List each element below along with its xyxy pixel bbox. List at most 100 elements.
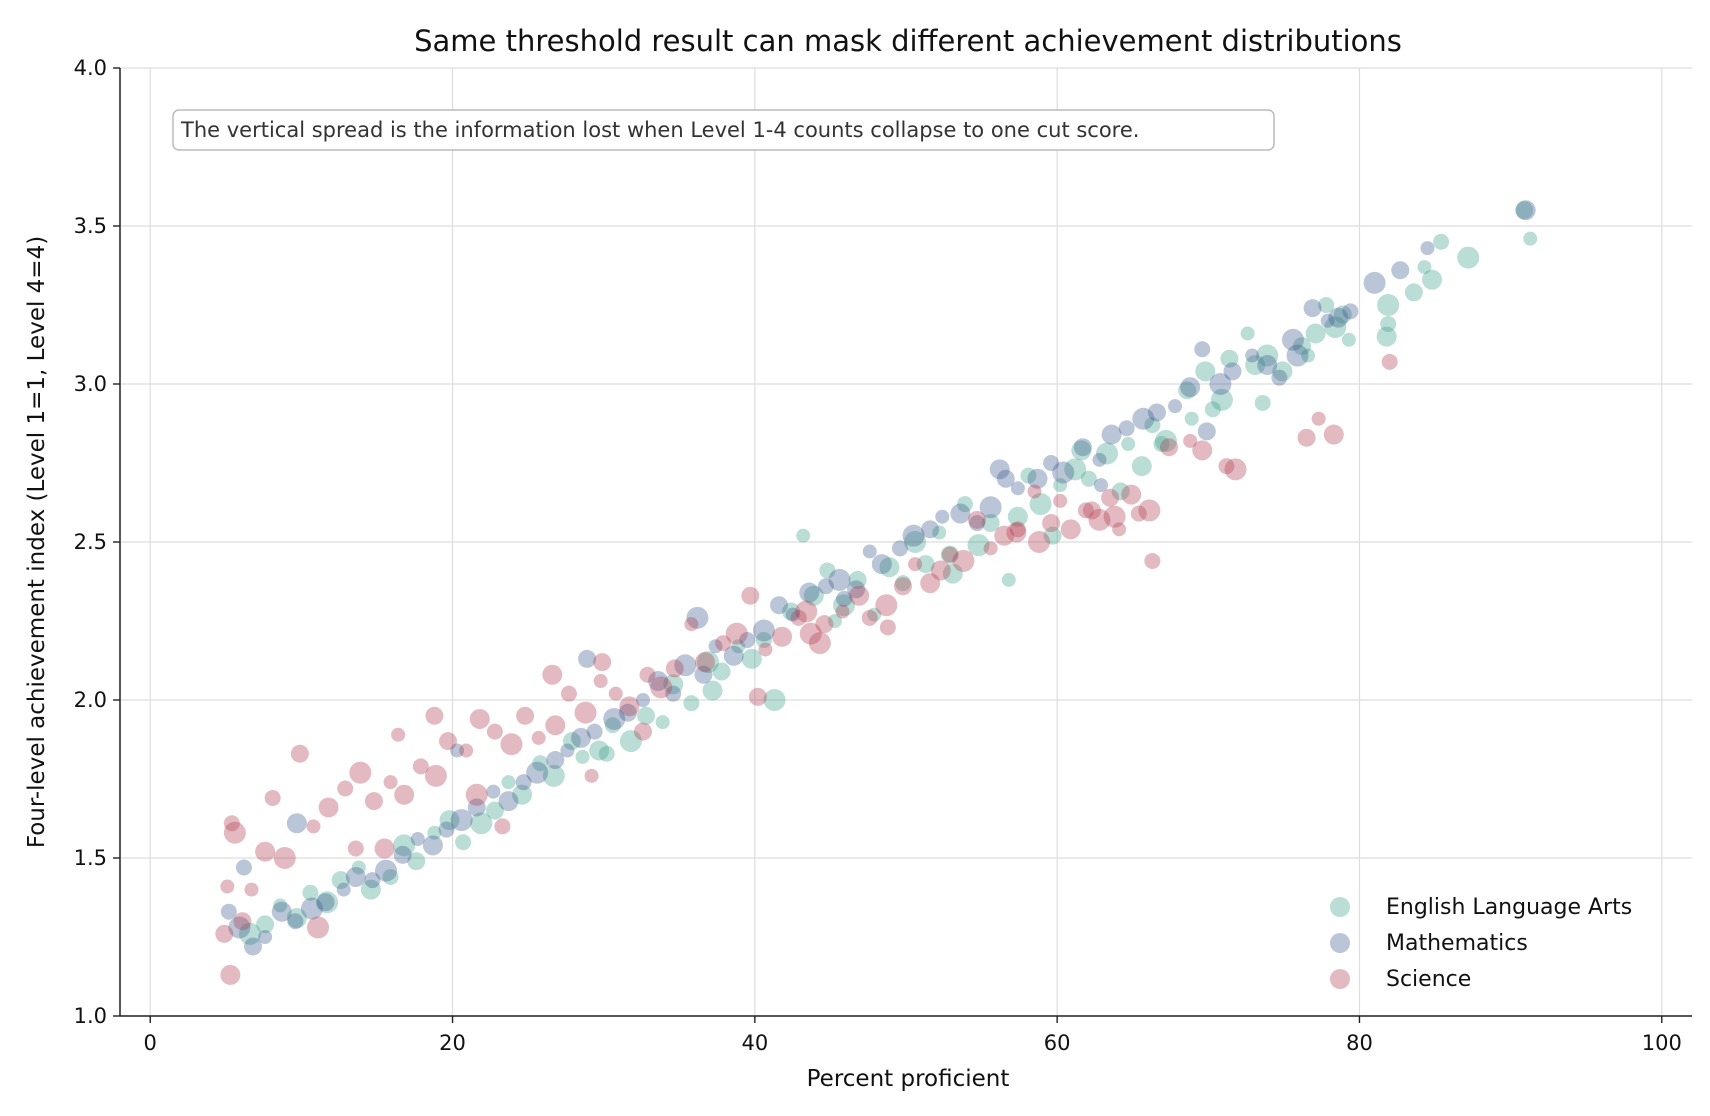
data-point: [935, 509, 950, 524]
data-point: [608, 686, 623, 701]
legend-marker: [1330, 969, 1350, 989]
x-tick-label: 80: [1346, 1031, 1373, 1055]
data-point: [1433, 233, 1450, 250]
y-tick-label: 1.5: [74, 846, 107, 870]
data-point: [425, 706, 444, 725]
data-point: [560, 743, 575, 758]
data-point: [694, 652, 715, 673]
data-point: [1183, 433, 1198, 448]
data-point: [996, 469, 1015, 488]
data-point: [337, 780, 354, 797]
data-point: [1192, 440, 1213, 461]
data-point: [1515, 200, 1536, 221]
data-point: [1103, 505, 1126, 528]
data-point: [1138, 499, 1161, 522]
legend-marker: [1330, 897, 1350, 917]
data-point: [983, 541, 998, 556]
data-point: [439, 810, 460, 831]
data-point: [1093, 478, 1108, 493]
data-point: [637, 706, 656, 725]
data-point: [904, 531, 927, 553]
data-point: [531, 730, 546, 745]
data-point: [1209, 373, 1232, 395]
series-2: [215, 353, 1398, 985]
data-point: [1020, 467, 1037, 484]
data-point: [969, 515, 986, 532]
data-point: [1305, 323, 1326, 344]
data-point: [1027, 468, 1048, 489]
data-point: [847, 580, 866, 599]
data-point: [290, 744, 309, 763]
data-point: [424, 764, 447, 787]
data-point: [1121, 437, 1136, 452]
data-point: [584, 768, 599, 783]
data-point: [1245, 355, 1266, 376]
data-point: [1001, 572, 1016, 587]
data-point: [307, 916, 330, 939]
data-point: [683, 695, 700, 712]
data-point: [979, 496, 1002, 519]
data-point: [501, 775, 516, 790]
data-point: [1293, 337, 1312, 356]
data-point: [1420, 241, 1435, 256]
y-tick-label: 4.0: [74, 56, 107, 80]
data-point: [498, 791, 519, 812]
data-point: [427, 825, 442, 840]
points: [215, 200, 1538, 985]
data-point: [575, 749, 590, 764]
data-point: [574, 701, 597, 724]
x-tick-label: 100: [1642, 1031, 1682, 1055]
data-point: [950, 503, 971, 524]
data-point: [238, 922, 261, 945]
data-point: [1092, 452, 1107, 467]
data-point: [1064, 458, 1087, 481]
y-axis-label: Four-level achievement index (Level 1=1,…: [24, 236, 50, 848]
data-point: [849, 585, 870, 606]
data-point: [639, 666, 656, 683]
data-point: [916, 555, 935, 574]
data-point: [1254, 394, 1271, 411]
data-point: [1333, 305, 1352, 324]
data-point: [861, 609, 878, 626]
data-point: [485, 801, 504, 820]
data-point: [467, 798, 486, 817]
y-tick-label: 2.0: [74, 688, 107, 712]
data-point: [1080, 470, 1097, 487]
data-point: [1218, 458, 1235, 475]
data-point: [515, 774, 532, 791]
data-point: [1028, 531, 1051, 553]
x-tick-label: 0: [144, 1031, 157, 1055]
data-point: [619, 730, 642, 753]
data-point: [694, 665, 713, 684]
data-point: [1178, 381, 1197, 400]
data-point: [603, 707, 626, 730]
data-point: [1027, 484, 1042, 499]
x-tick-label: 60: [1044, 1031, 1071, 1055]
data-point: [1052, 461, 1075, 484]
data-point: [920, 573, 941, 594]
data-point: [410, 832, 425, 847]
data-point: [1009, 521, 1026, 538]
legend: English Language Arts Mathematics Science: [1330, 895, 1632, 992]
data-point: [1082, 501, 1101, 520]
data-point: [1341, 332, 1356, 347]
y-tick-label: 2.5: [74, 530, 107, 554]
data-point: [942, 563, 963, 584]
data-point: [674, 654, 697, 677]
data-point: [1111, 482, 1130, 501]
data-point: [891, 540, 908, 557]
data-point: [215, 924, 234, 943]
data-point: [316, 891, 339, 914]
data-point: [393, 834, 416, 857]
data-point: [1417, 260, 1432, 275]
data-point: [981, 514, 1000, 533]
data-point: [1088, 508, 1111, 531]
data-point: [455, 834, 472, 851]
data-point: [828, 568, 851, 591]
data-point: [731, 639, 746, 654]
data-point: [755, 631, 772, 648]
data-point: [879, 557, 900, 578]
data-point: [799, 582, 820, 603]
data-point: [1422, 269, 1443, 290]
data-point: [512, 784, 533, 805]
